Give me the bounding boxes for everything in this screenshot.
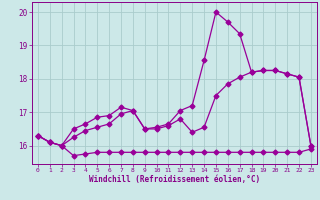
X-axis label: Windchill (Refroidissement éolien,°C): Windchill (Refroidissement éolien,°C): [89, 175, 260, 184]
